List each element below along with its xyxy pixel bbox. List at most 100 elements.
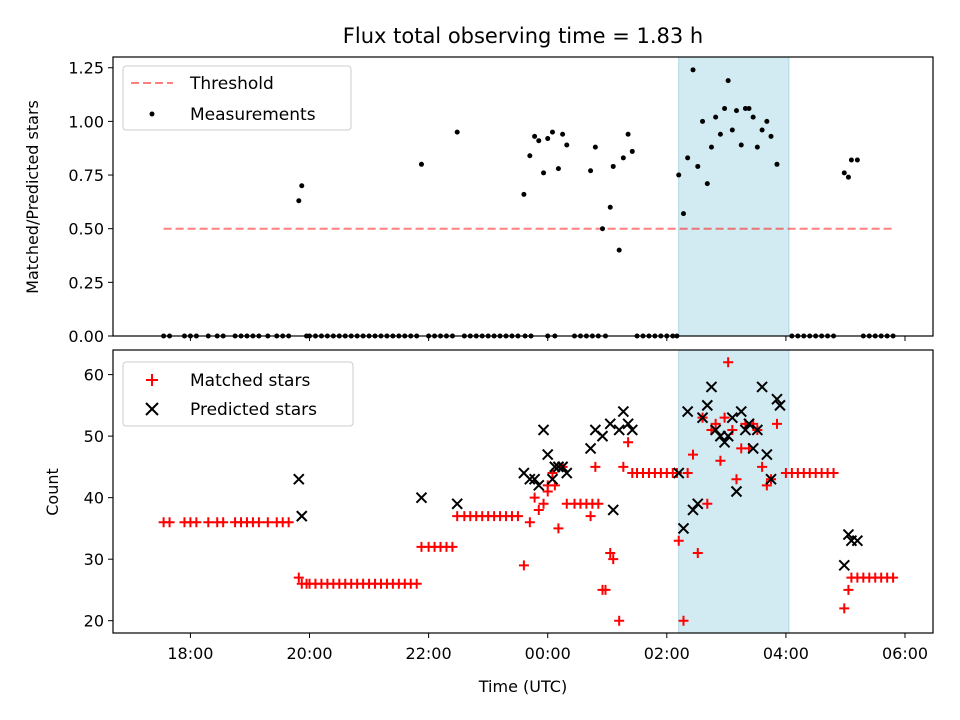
predicted-point bbox=[751, 424, 764, 436]
measurement-point bbox=[729, 127, 735, 133]
predicted-point bbox=[726, 411, 739, 424]
matched-point bbox=[757, 461, 768, 472]
matched-point bbox=[203, 517, 214, 528]
legend-matched-label: Matched stars bbox=[190, 371, 310, 391]
matched-point bbox=[191, 517, 202, 528]
matched-point bbox=[600, 584, 611, 595]
measurement-point bbox=[708, 144, 714, 150]
y-axis-label: Count bbox=[43, 468, 62, 516]
matched-point bbox=[614, 615, 625, 626]
measurement-point bbox=[685, 155, 691, 161]
measurement-point bbox=[592, 144, 598, 150]
predicted-point bbox=[765, 473, 777, 485]
matched-point bbox=[702, 498, 713, 509]
legend-threshold-label: Threshold bbox=[189, 74, 274, 94]
measurement-point bbox=[725, 78, 731, 84]
predicted-point bbox=[718, 436, 731, 448]
matched-point bbox=[283, 517, 294, 528]
measurement-point bbox=[527, 153, 533, 159]
matched-point bbox=[262, 517, 273, 528]
predicted-point bbox=[692, 498, 704, 510]
matched-point bbox=[731, 474, 742, 485]
y-tick-label: 30 bbox=[84, 550, 104, 569]
legend-predicted-label: Predicted stars bbox=[190, 400, 317, 420]
measurement-point bbox=[296, 198, 302, 204]
measurement-point bbox=[713, 114, 719, 120]
matched-point bbox=[682, 468, 693, 479]
matched-point bbox=[590, 461, 601, 472]
x-tick-label: 20:00 bbox=[286, 644, 332, 663]
matched-point bbox=[518, 560, 529, 571]
measurement-point bbox=[549, 129, 555, 135]
y-tick-label: 0.00 bbox=[68, 327, 104, 346]
matched-point bbox=[843, 584, 854, 595]
measurement-point bbox=[521, 191, 527, 197]
highlight-span bbox=[678, 56, 790, 337]
legend-box bbox=[122, 361, 354, 427]
matched-point bbox=[605, 548, 616, 559]
legend-box bbox=[122, 65, 352, 131]
measurement-point bbox=[610, 163, 616, 169]
measurement-point bbox=[545, 136, 551, 142]
matched-point bbox=[710, 418, 721, 429]
legend: Threshold Measurements bbox=[122, 65, 352, 131]
matched-stars-series bbox=[158, 357, 899, 626]
measurement-point bbox=[454, 129, 460, 135]
legend: Matched stars Predicted stars bbox=[122, 361, 354, 427]
measurement-point bbox=[532, 133, 538, 139]
legend-measurements-label: Measurements bbox=[190, 105, 316, 125]
predicted-point bbox=[743, 418, 755, 430]
x-tick-label: 06:00 bbox=[882, 644, 928, 663]
predicted-point bbox=[552, 461, 565, 473]
predicted-point bbox=[761, 448, 773, 461]
measurement-point bbox=[754, 144, 760, 150]
predicted-point bbox=[681, 405, 694, 418]
x-tick-label: 02:00 bbox=[644, 644, 690, 663]
measurement-point bbox=[629, 148, 635, 154]
y-tick-label: 0.25 bbox=[68, 273, 104, 292]
predicted-point bbox=[701, 399, 714, 412]
predicted-point bbox=[604, 418, 616, 430]
measurement-point bbox=[695, 163, 701, 169]
predicted-point bbox=[556, 461, 569, 473]
measurement-point bbox=[690, 67, 696, 73]
x-tick-label: 00:00 bbox=[525, 644, 571, 663]
legend-matched-swatch bbox=[146, 374, 158, 386]
predicted-point bbox=[722, 430, 734, 442]
matched-point bbox=[218, 517, 229, 528]
measurement-point bbox=[607, 204, 613, 210]
measurement-point bbox=[746, 106, 752, 112]
predicted-point bbox=[451, 498, 463, 510]
measurement-point bbox=[564, 142, 570, 148]
predicted-point bbox=[747, 442, 759, 455]
matched-point bbox=[692, 548, 703, 559]
chart-title: Flux total observing time = 1.83 h bbox=[343, 24, 703, 48]
measurement-point bbox=[620, 155, 626, 161]
matched-point bbox=[447, 541, 458, 552]
measurement-point bbox=[560, 131, 566, 137]
ratio-panel: 0.00 0.25 0.50 0.75 1.00 1.25 Matched/Predict… bbox=[23, 56, 934, 346]
matched-point bbox=[529, 492, 540, 503]
predicted-point bbox=[673, 467, 685, 479]
predicted-stars-series bbox=[293, 381, 864, 572]
measurement-point bbox=[676, 172, 682, 178]
x-tick-label: 22:00 bbox=[406, 644, 452, 663]
measurement-point bbox=[717, 131, 723, 137]
measurement-point bbox=[588, 168, 594, 174]
matched-point bbox=[771, 418, 782, 429]
measurement-point bbox=[854, 157, 860, 163]
x-tick-label: 18:00 bbox=[167, 644, 213, 663]
matched-point bbox=[888, 572, 899, 583]
measurement-point bbox=[733, 108, 739, 114]
y-tick-label: 0.75 bbox=[68, 166, 104, 185]
measurement-point bbox=[841, 170, 847, 176]
measurement-point bbox=[616, 247, 622, 253]
predicted-point bbox=[596, 430, 609, 442]
measurement-point bbox=[680, 211, 686, 217]
legend-predicted-swatch bbox=[145, 402, 159, 416]
measurement-point bbox=[759, 127, 765, 133]
predicted-point bbox=[771, 393, 783, 405]
predicted-point bbox=[838, 559, 850, 572]
highlight-span bbox=[678, 349, 790, 634]
